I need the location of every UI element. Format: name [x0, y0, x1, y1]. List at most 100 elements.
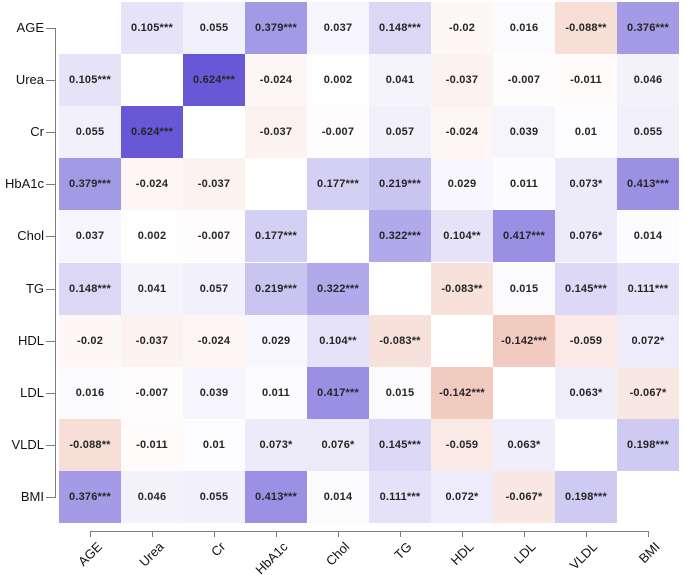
matrix-cell-tg-cr: 0.057	[183, 262, 245, 315]
y-axis-label-vldl: VLDL	[11, 437, 44, 453]
y-axis-label-hdl: HDL	[17, 332, 44, 348]
matrix-cell-vldl-hba1c: 0.073*	[245, 418, 307, 471]
matrix-cell-cr-hdl: -0.024	[431, 106, 493, 159]
matrix-cell-ldl-bmi: -0.067*	[617, 366, 679, 419]
cell-value: 0.148***	[69, 282, 111, 295]
cell-value: -0.024	[135, 178, 169, 191]
matrix-cell-bmi-ldl: -0.067*	[493, 470, 555, 523]
x-axis-tick	[586, 531, 587, 537]
matrix-cell-hdl-age: -0.02	[59, 314, 121, 367]
cell-value: -0.142***	[501, 334, 547, 347]
matrix-cell-tg-age: 0.148***	[59, 262, 121, 315]
matrix-cell-age-cr: 0.055	[183, 2, 245, 55]
matrix-cell-urea-cr: 0.624***	[183, 54, 245, 107]
matrix-cell-vldl-hdl: -0.059	[431, 418, 493, 471]
y-axis-label-cr: Cr	[30, 124, 44, 140]
matrix-cell-chol-ldl: 0.417***	[493, 210, 555, 263]
cell-value: 0.104**	[319, 334, 357, 347]
cell-value: 0.177***	[255, 230, 297, 243]
y-axis-tick	[46, 132, 55, 133]
x-axis-label-vldl: VLDL	[566, 539, 601, 573]
matrix-cell-hdl-hba1c: 0.029	[245, 314, 307, 367]
cell-value: -0.02	[448, 22, 476, 35]
matrix-cell-tg-hba1c: 0.219***	[245, 262, 307, 315]
y-axis-tick	[46, 184, 55, 185]
matrix-cell-ldl-tg: 0.015	[369, 366, 431, 419]
matrix-cell-age-hba1c: 0.379***	[245, 2, 307, 55]
cell-value: -0.007	[135, 386, 169, 399]
cell-value: 0.198***	[565, 490, 607, 503]
cell-value: 0.376***	[69, 490, 111, 503]
x-axis-label-cr: Cr	[208, 539, 229, 560]
matrix-cell-vldl-tg: 0.145***	[369, 418, 431, 471]
y-axis-label-ldl: LDL	[20, 384, 44, 400]
matrix-cell-bmi-hdl: 0.072*	[431, 470, 493, 523]
matrix-cell-ldl-vldl: 0.063*	[555, 366, 617, 419]
cell-value: 0.029	[261, 334, 291, 347]
cell-value: 0.417***	[503, 230, 545, 243]
cell-value: 0.219***	[255, 282, 297, 295]
cell-value: 0.413***	[627, 178, 669, 191]
matrix-cell-hba1c-hba1c	[245, 158, 307, 211]
x-axis-tick	[214, 531, 215, 537]
cell-value: 0.073*	[569, 178, 603, 191]
y-axis-tick	[46, 393, 55, 394]
matrix-cell-vldl-bmi: 0.198***	[617, 418, 679, 471]
matrix-cell-bmi-vldl: 0.198***	[555, 470, 617, 523]
cell-value: 0.076*	[321, 438, 355, 451]
matrix-cell-cr-hba1c: -0.037	[245, 106, 307, 159]
cell-value: 0.057	[199, 282, 229, 295]
cell-value: 0.011	[510, 178, 538, 191]
matrix-cell-ldl-ldl	[493, 366, 555, 419]
cell-value: -0.067*	[629, 386, 667, 399]
matrix-cell-hdl-chol: 0.104**	[307, 314, 369, 367]
x-axis-tick	[152, 531, 153, 537]
cell-value: 0.413***	[255, 490, 297, 503]
matrix-cell-hba1c-bmi: 0.413***	[617, 158, 679, 211]
cell-value: 0.01	[574, 126, 598, 139]
matrix-cell-vldl-ldl: 0.063*	[493, 418, 555, 471]
matrix-cell-bmi-tg: 0.111***	[369, 470, 431, 523]
matrix-cell-cr-chol: -0.007	[307, 106, 369, 159]
matrix-cell-vldl-chol: 0.076*	[307, 418, 369, 471]
matrix-cell-hdl-vldl: -0.059	[555, 314, 617, 367]
matrix-cell-age-ldl: 0.016	[493, 2, 555, 55]
cell-value: -0.007	[507, 74, 541, 87]
cell-value: -0.142***	[439, 386, 485, 399]
cell-value: 0.016	[509, 22, 539, 35]
matrix-cell-age-bmi: 0.376***	[617, 2, 679, 55]
cell-value: -0.059	[445, 438, 479, 451]
y-axis-label-chol: Chol	[17, 228, 44, 244]
cell-value: 0.063*	[507, 438, 541, 451]
matrix-cell-ldl-hba1c: 0.011	[245, 366, 307, 419]
matrix-cell-vldl-vldl	[555, 418, 617, 471]
cell-value: 0.015	[385, 386, 415, 399]
x-axis-label-chol: Chol	[323, 539, 353, 569]
matrix-cell-bmi-hba1c: 0.413***	[245, 470, 307, 523]
matrix-cell-cr-bmi: 0.055	[617, 106, 679, 159]
y-axis-tick	[46, 445, 55, 446]
matrix-cell-tg-vldl: 0.145***	[555, 262, 617, 315]
cell-value: 0.177***	[317, 178, 359, 191]
cell-value: 0.037	[75, 230, 105, 243]
cell-value: 0.014	[633, 230, 663, 243]
cell-value: -0.037	[259, 126, 293, 139]
matrix-cell-cr-vldl: 0.01	[555, 106, 617, 159]
cell-value: 0.016	[75, 386, 105, 399]
cell-value: 0.055	[199, 490, 229, 503]
cell-value: -0.088**	[69, 438, 111, 451]
cell-value: -0.024	[259, 74, 293, 87]
matrix-cell-tg-bmi: 0.111***	[617, 262, 679, 315]
matrix-cell-chol-cr: -0.007	[183, 210, 245, 263]
x-axis-label-ldl: LDL	[511, 539, 539, 567]
y-axis-tick	[46, 341, 55, 342]
matrix-cell-age-urea: 0.105***	[121, 2, 183, 55]
matrix-cell-chol-chol	[307, 210, 369, 263]
cell-value: 0.104**	[443, 230, 481, 243]
matrix-cell-tg-chol: 0.322***	[307, 262, 369, 315]
cell-value: -0.007	[321, 126, 355, 139]
cell-value: -0.011	[136, 438, 168, 451]
x-axis-tick	[90, 531, 91, 537]
y-axis-tick	[46, 236, 55, 237]
